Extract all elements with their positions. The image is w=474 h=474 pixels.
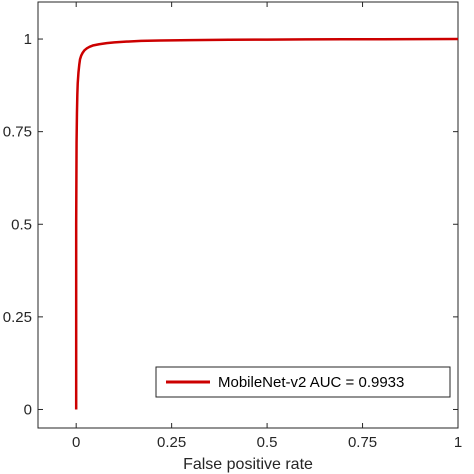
y-tick-label: 1 [24,31,32,48]
y-tick-label: 0.25 [3,309,32,326]
series-group [74,37,459,410]
legend-entry-label: MobileNet-v2 AUC = 0.9933 [218,374,404,391]
y-tick-label: 0.75 [3,124,32,141]
roc-curve-line [74,37,459,410]
x-tick-label: 0.25 [157,434,186,451]
x-tick-label: 0.75 [348,434,377,451]
tick-marks [38,2,459,428]
y-tick-labels: 0 0.25 0.5 0.75 1 [3,31,32,418]
x-tick-label: 0.5 [257,434,278,451]
x-axis-title: False positive rate [183,456,313,473]
plot-frame [37,1,459,429]
x-tick-label: 1 [454,434,462,451]
y-tick-label: 0 [24,401,32,418]
y-tick-label: 0.5 [11,216,32,233]
x-tick-labels: 0 0.25 0.5 0.75 1 [72,434,462,451]
legend: MobileNet-v2 AUC = 0.9933 [155,366,451,398]
x-tick-label: 0 [72,434,80,451]
